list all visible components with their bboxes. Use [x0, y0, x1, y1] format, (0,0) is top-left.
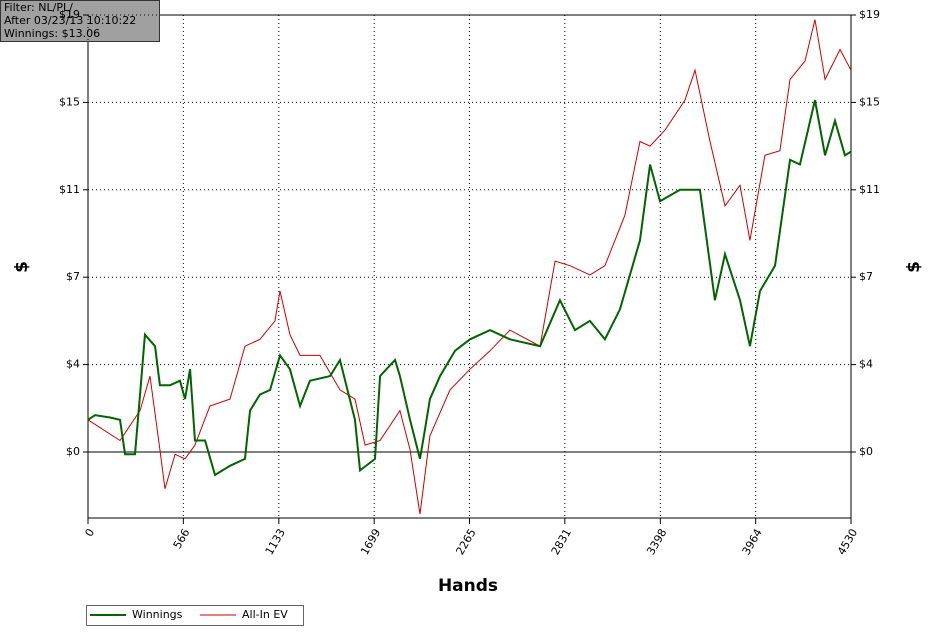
y2-tick-label: $4 — [859, 358, 873, 371]
legend: Winnings All-In EV — [86, 605, 304, 626]
legend-label: All-In EV — [242, 608, 288, 621]
y2-tick-label: $15 — [859, 95, 880, 108]
y2-tick-label: $11 — [859, 183, 880, 196]
y-tick-label: $7 — [66, 270, 80, 283]
series-line — [87, 99, 852, 477]
y2-tick-label: $19 — [859, 8, 880, 21]
info-line: Filter: NL/PL/ — [4, 1, 73, 14]
info-box: Filter: NL/PL/ After 03/23/13 10:10:22 W… — [0, 0, 160, 42]
info-line: Winnings: $13.06 — [4, 27, 100, 40]
y2-tick-label: $0 — [859, 445, 873, 458]
y-axis-label: $ — [12, 261, 32, 273]
info-background — [0, 0, 160, 42]
y-tick-label: $0 — [66, 445, 80, 458]
y-tick-label: $15 — [59, 95, 80, 108]
legend-label: Winnings — [132, 608, 183, 621]
y2-tick-label: $7 — [859, 270, 873, 283]
y-tick-label: $4 — [66, 358, 80, 371]
y-tick-label: $11 — [59, 183, 80, 196]
series-line — [87, 19, 852, 515]
info-line: After 03/23/13 10:10:22 — [4, 14, 136, 27]
y-tick-label: $19 — [59, 8, 80, 21]
legend-box — [86, 605, 304, 626]
y2-axis-label: $ — [904, 261, 924, 273]
x-axis-label: Hands — [438, 576, 498, 596]
